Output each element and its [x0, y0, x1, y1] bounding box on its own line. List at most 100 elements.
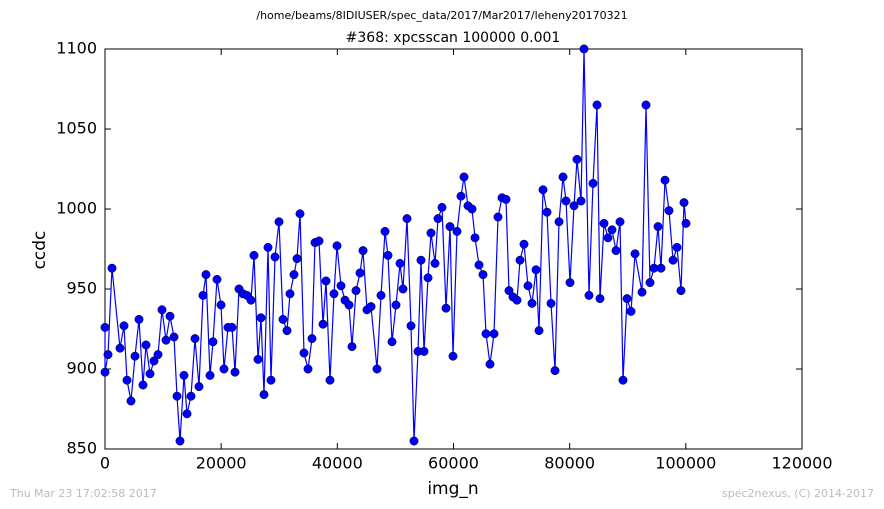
data-point: [588, 178, 598, 188]
data-point: [672, 242, 682, 252]
data-point: [201, 270, 211, 280]
data-point: [398, 284, 408, 294]
data-point: [515, 255, 525, 265]
data-point: [569, 201, 579, 211]
data-point: [603, 233, 613, 243]
data-point: [641, 100, 651, 110]
data-point: [194, 382, 204, 392]
data-point: [299, 348, 309, 358]
data-point: [519, 239, 529, 249]
data-point: [292, 254, 302, 264]
suptitle: /home/beams/8IDIUSER/spec_data/2017/Mar2…: [256, 9, 627, 22]
data-point: [576, 196, 586, 206]
data-point: [660, 175, 670, 185]
data-point: [599, 218, 609, 228]
data-point: [531, 265, 541, 275]
data-point: [119, 321, 129, 331]
data-point: [416, 255, 426, 265]
data-point: [681, 218, 691, 228]
data-point: [459, 172, 469, 182]
data-point: [391, 300, 401, 310]
data-point: [637, 287, 647, 297]
data-point: [318, 319, 328, 329]
data-point: [157, 305, 167, 315]
data-point: [259, 390, 269, 400]
data-point: [542, 207, 552, 217]
y-tick-label: 1050: [56, 119, 97, 138]
data-point: [366, 302, 376, 312]
x-tick-label: 0: [100, 454, 110, 473]
data-point: [295, 209, 305, 219]
data-point: [592, 100, 602, 110]
data-point: [437, 202, 447, 212]
data-point: [307, 334, 317, 344]
data-point: [452, 226, 462, 236]
data-line: [104, 48, 687, 442]
data-point: [161, 335, 171, 345]
x-tick-label: 40000: [312, 454, 363, 473]
data-point: [190, 334, 200, 344]
data-point: [325, 375, 335, 385]
data-point: [546, 298, 556, 308]
data-point: [208, 337, 218, 347]
y-tick-label: 850: [66, 439, 97, 458]
data-point: [565, 278, 575, 288]
data-point: [186, 391, 196, 401]
y-tick-label: 1100: [56, 39, 97, 58]
data-point: [253, 354, 263, 364]
data-point: [630, 249, 640, 259]
data-point: [347, 342, 357, 352]
data-point: [618, 375, 628, 385]
x-tick-label: 60000: [428, 454, 479, 473]
data-point: [626, 306, 636, 316]
data-point: [205, 370, 215, 380]
data-point: [395, 258, 405, 268]
data-point: [321, 276, 331, 286]
data-point: [615, 217, 625, 227]
data-point: [534, 326, 544, 336]
data-point: [501, 194, 511, 204]
data-point: [282, 326, 292, 336]
data-point: [489, 329, 499, 339]
data-point: [433, 214, 443, 224]
data-point: [303, 364, 313, 374]
data-point: [467, 204, 477, 214]
data-point: [270, 252, 280, 262]
plot-frame: [104, 48, 803, 450]
data-point: [249, 250, 259, 260]
x-tick-label: 120000: [771, 454, 832, 473]
data-point: [664, 206, 674, 216]
y-tick-label: 1000: [56, 199, 97, 218]
data-point: [402, 214, 412, 224]
data-point: [423, 273, 433, 283]
data-point: [485, 359, 495, 369]
data-point: [100, 322, 110, 332]
data-point: [380, 226, 390, 236]
data-point: [358, 246, 368, 256]
data-point: [165, 311, 175, 321]
data-point: [134, 314, 144, 324]
data-point: [474, 260, 484, 270]
data-point: [314, 236, 324, 246]
data-point: [554, 217, 564, 227]
data-point: [611, 246, 621, 256]
data-point: [676, 286, 686, 296]
data-point: [656, 263, 666, 273]
data-point: [653, 222, 663, 232]
data-point: [376, 290, 386, 300]
y-tick-label: 950: [66, 279, 97, 298]
data-point: [445, 222, 455, 232]
x-axis-label: img_n: [427, 479, 478, 499]
x-tick-label: 80000: [544, 454, 595, 473]
data-point: [561, 196, 571, 206]
data-point: [266, 375, 276, 385]
data-point: [103, 350, 113, 360]
data-point: [122, 375, 132, 385]
x-tick-label: 20000: [196, 454, 247, 473]
data-point: [387, 337, 397, 347]
chart-title: #368: xpcsscan 100000 0.001: [346, 30, 561, 46]
data-point: [679, 198, 689, 208]
data-point: [622, 294, 632, 304]
data-point: [256, 313, 266, 323]
